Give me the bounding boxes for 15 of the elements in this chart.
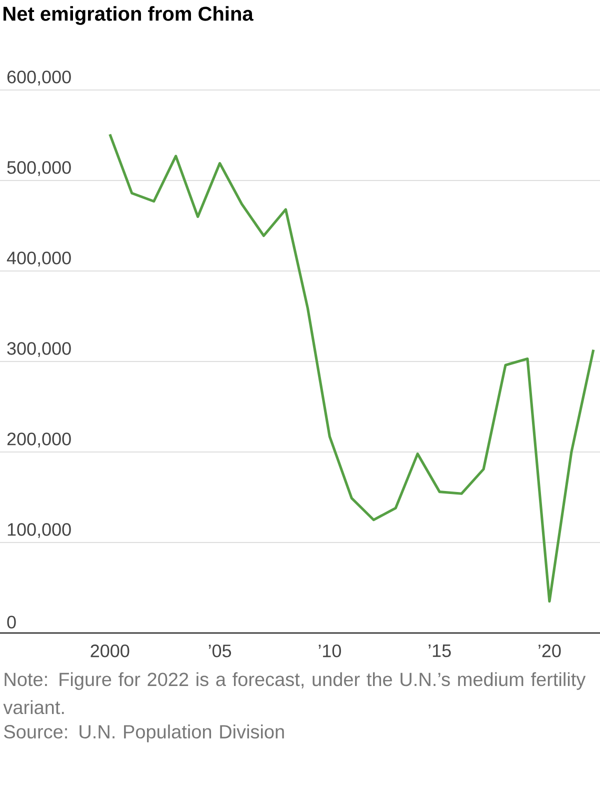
text: Note: Figure for 2022 is a forecast, under the U.N.’s medium fertility variant. <box>3 672 586 714</box>
x-tick-label: ’05 <box>208 644 232 658</box>
x-tick-label: ’15 <box>428 644 451 658</box>
y-tick-label: 400,000 <box>6 252 71 266</box>
y-tick-label: 0 <box>7 616 16 628</box>
chart-title: Net emigration from China <box>4 6 254 25</box>
source-note: Source: U.N. Population Division <box>4 724 284 742</box>
y-tick-label: 200,000 <box>7 432 71 448</box>
y-tick-label: 100,000 <box>8 523 71 538</box>
y-tick-label: 600,000 <box>7 70 71 86</box>
x-tick-label: 2000 <box>90 644 130 658</box>
y-tick-label: 500,000 <box>7 161 71 176</box>
y-tick-label: 300,000 <box>7 342 71 357</box>
x-tick-label: ’10 <box>318 644 341 658</box>
x-tick-label: ’20 <box>538 644 561 658</box>
